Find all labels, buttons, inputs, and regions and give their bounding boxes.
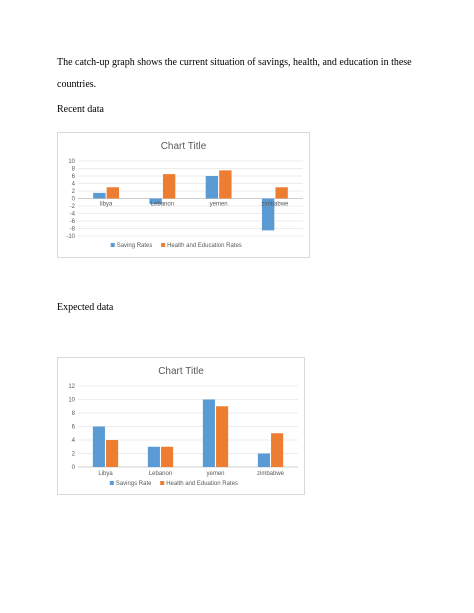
bar-health-and-eduation-rates-libya [106, 440, 119, 467]
recent-chart: Chart Title -10 -8 -6 -4 -2 0 2 4 6 8 10 libya Lebano… [57, 132, 310, 258]
legend-label: Health and Eduation Rates [166, 481, 238, 487]
y-tick-label: 2 [72, 189, 76, 195]
y-tick-label: 4 [72, 438, 76, 444]
bar-saving-rates-libya [93, 192, 106, 199]
y-tick-label: 12 [68, 384, 75, 390]
bar-saving-rates-yemen [205, 176, 219, 199]
bar-savings-rate-zimbabwe [257, 453, 270, 467]
bar-health-and-eduation-rates-zimbabwe [271, 433, 284, 467]
y-tick-label: 6 [72, 174, 76, 180]
bar-health-and-eduation-rates-yemen [216, 406, 229, 467]
legend-label: Saving Rates [117, 243, 153, 249]
recent-data-label: Recent data [57, 104, 104, 115]
bar-health-and-education-rates-libya [106, 187, 120, 199]
y-tick-label: 10 [68, 159, 75, 165]
intro-paragraph: The catch-up graph shows the current sit… [57, 57, 412, 90]
x-tick-label: Lebanon [149, 471, 172, 477]
bar-saving-rates-zimbabwe [261, 198, 275, 231]
y-tick-label: 8 [72, 411, 76, 417]
bar-health-and-education-rates-zimbabwe [275, 187, 288, 199]
y-tick-label: 4 [72, 182, 76, 188]
y-tick-label: 10 [68, 398, 75, 404]
y-tick-label: -4 [70, 212, 76, 218]
x-tick-label: zimbabwe [261, 202, 289, 208]
x-tick-label: libya [100, 202, 113, 208]
bar-savings-rate-yemen [202, 399, 215, 467]
x-tick-label: zimbabwe [257, 471, 285, 477]
bar-health-and-education-rates-lebanon [162, 174, 176, 199]
y-tick-label: 2 [72, 452, 76, 458]
y-tick-label: 8 [72, 167, 76, 173]
x-tick-label: Libya [98, 471, 113, 477]
expected-chart: Chart Title 0 2 4 6 8 10 12 Libya Lebanon yemen zim… [57, 357, 305, 495]
y-tick-label: -8 [70, 227, 76, 233]
recent-chart-svg: Chart Title -10-8 -6-4 -20 24 68 10 libya Lebano… [66, 141, 303, 249]
y-tick-label: -6 [70, 219, 76, 225]
x-tick-label: yemen [206, 471, 224, 477]
legend-swatch [161, 243, 166, 247]
y-tick-label: -10 [66, 234, 75, 240]
legend-label: Savings Rate [116, 481, 152, 487]
legend-label: Health and Education Rates [167, 243, 242, 249]
expected-data-label: Expected data [57, 302, 114, 313]
legend-swatch [110, 243, 115, 247]
expected-chart-svg: Chart Title 0 2 4 6 8 10 12 Libya Lebanon yemen zim… [68, 366, 298, 487]
x-tick-label: yemen [210, 202, 228, 208]
bar-savings-rate-libya [92, 426, 105, 467]
chart-title: Chart Title [158, 366, 204, 377]
x-tick-label: Lebanon [151, 202, 174, 208]
legend-swatch [109, 481, 114, 485]
y-tick-label: -2 [70, 204, 76, 210]
chart-title: Chart Title [161, 141, 207, 152]
bar-health-and-education-rates-yemen [219, 170, 232, 199]
y-tick-label: 6 [72, 425, 76, 431]
y-tick-label: 0 [72, 465, 76, 471]
y-tick-label: 0 [72, 197, 76, 203]
bar-health-and-eduation-rates-lebanon [161, 446, 174, 467]
legend-swatch [160, 481, 165, 485]
bar-savings-rate-lebanon [147, 446, 160, 467]
bar-saving-rates-lebanon [149, 198, 162, 205]
